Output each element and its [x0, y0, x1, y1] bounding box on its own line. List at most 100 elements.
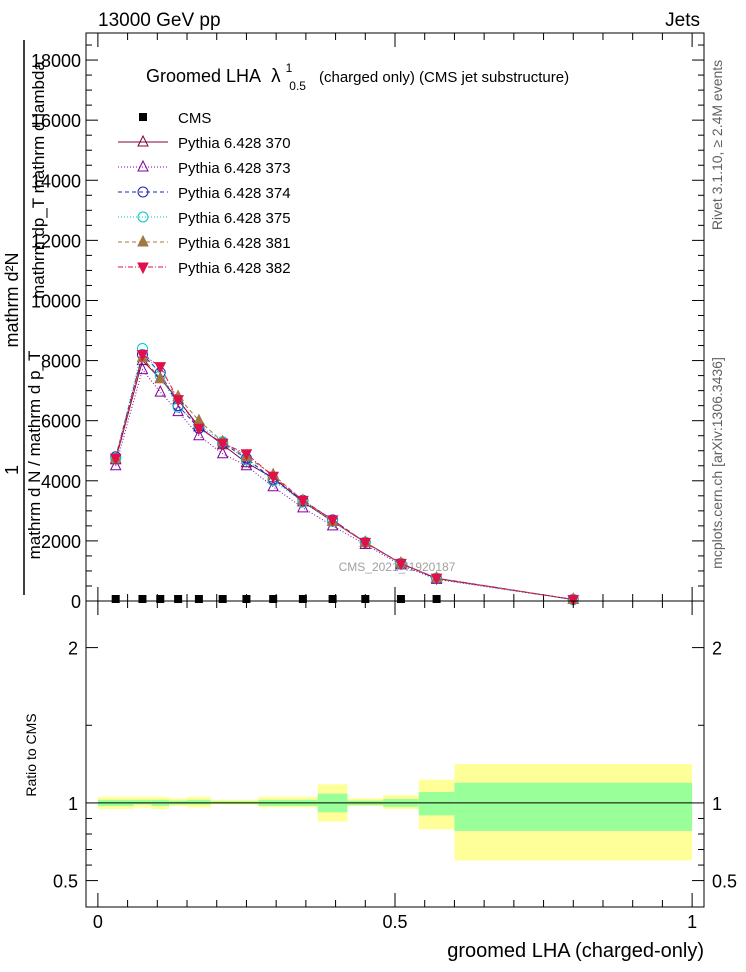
cms-data-point — [174, 595, 183, 603]
legend-item-p382: Pythia 6.428 382 — [118, 260, 291, 277]
mc-data-point — [395, 558, 407, 571]
x-tick-label: 1 — [687, 912, 697, 932]
series-cms — [111, 595, 441, 603]
legend-label: Pythia 6.428 382 — [178, 260, 291, 277]
mc-data-point — [359, 537, 372, 550]
legend-marker — [137, 211, 149, 223]
legend-label: Pythia 6.428 370 — [178, 135, 291, 152]
title-sub: 0.5 — [289, 79, 306, 93]
legend-label: Pythia 6.428 381 — [178, 235, 291, 252]
cms-data-point — [111, 595, 120, 603]
y-label-prefix: 1 — [2, 465, 22, 475]
series-line-p373 — [115, 368, 574, 600]
plot-title: Groomed LHA λ 1 0.5 (charged only) (CMS … — [146, 56, 569, 94]
ratio-axis-ticks — [86, 601, 704, 907]
y-tick-label: 4000 — [41, 472, 81, 492]
title-main: Groomed LHA — [146, 66, 261, 86]
header-left: 13000 GeV pp — [98, 10, 221, 31]
mc-data-point — [430, 573, 443, 586]
mc-data-point — [216, 446, 229, 459]
legend-marker — [137, 134, 149, 147]
rivet-label: Rivet 3.1.10, ≥ 2.4M events — [709, 60, 725, 230]
mc-data-point — [240, 455, 253, 468]
mc-data-point — [154, 371, 167, 384]
title-symbol: λ — [271, 66, 281, 87]
cms-data-point — [218, 595, 227, 603]
y-tick-label: 6000 — [41, 412, 81, 432]
cms-data-point — [138, 595, 147, 603]
mc-data-point — [193, 423, 205, 436]
legend-item-p370: Pythia 6.428 370 — [118, 134, 291, 152]
ratio-inner-band — [454, 782, 693, 831]
ratio-y-tick-label-right: 1 — [712, 794, 722, 814]
ratio-bands — [97, 764, 693, 861]
mc-data-point — [193, 428, 205, 441]
mc-data-point — [154, 385, 167, 397]
mc-data-point — [109, 458, 122, 471]
cms-data-point — [242, 595, 251, 603]
legend-label: Pythia 6.428 375 — [178, 210, 291, 227]
main-series-group — [109, 343, 580, 607]
mc-data-point — [297, 495, 309, 508]
mc-data-point — [240, 458, 253, 471]
mc-data-point — [267, 471, 279, 484]
ratio-plot-frame — [85, 600, 705, 908]
legend-item-p373: Pythia 6.428 373 — [118, 159, 291, 177]
mc-data-point — [567, 594, 580, 607]
y-tick-label: 10000 — [31, 291, 81, 311]
legend-item-p374: Pythia 6.428 374 — [118, 185, 291, 202]
legend-item-p381: Pythia 6.428 381 — [118, 234, 291, 252]
ratio-y-tick-label: 0.5 — [53, 872, 78, 892]
title-detail: (charged only) (CMS jet substructure) — [319, 69, 569, 86]
ratio-y-tick-label-right: 2 — [712, 639, 722, 659]
y-tick-label: 18000 — [31, 51, 81, 71]
ratio-y-tick-labels: 0.5 0.5 1 1 2 2 — [53, 639, 737, 892]
legend-label: Pythia 6.428 374 — [178, 185, 291, 202]
mc-data-point — [326, 515, 339, 527]
mc-data-point — [172, 395, 184, 407]
cms-data-point — [298, 595, 307, 603]
cms-data-point — [396, 595, 405, 603]
ratio-inner-band — [133, 799, 152, 805]
y-tick-label: 2000 — [41, 532, 81, 552]
x-tick-label: 0.5 — [382, 912, 407, 932]
y-tick-label: 12000 — [31, 231, 81, 251]
cms-data-point — [432, 595, 441, 603]
y-label-mid: mathrm dp_T mathrm d lambda — [29, 61, 48, 299]
series-p382 — [109, 350, 580, 607]
y-tick-label: 14000 — [31, 171, 81, 191]
y-label-outer: mathrm d N / mathrm d p_T — [25, 351, 44, 560]
header-right: Jets — [665, 10, 700, 31]
y-label-top: mathrm d²N — [2, 252, 22, 347]
ratio-inner-band — [187, 799, 211, 805]
mc-data-point — [216, 438, 229, 451]
legend-marker — [137, 234, 149, 247]
legend: CMS Pythia 6.428 370 Pythia 6.428 373 Pythi… — [118, 110, 291, 277]
legend-marker — [137, 186, 149, 198]
ratio-y-tick-label: 1 — [68, 794, 78, 814]
main-axis-ticks — [86, 33, 704, 602]
ratio-y-label: Ratio to CMS — [23, 713, 39, 796]
x-axis-label: groomed LHA (charged-only) — [447, 940, 704, 962]
mcplots-label: mcplots.cern.ch [arXiv:1306.3436] — [709, 357, 725, 569]
legend-label: Pythia 6.428 373 — [178, 160, 291, 177]
mc-data-point — [172, 404, 184, 417]
mc-data-point — [267, 479, 279, 492]
mc-data-point — [240, 449, 253, 461]
ratio-y-tick-label: 2 — [68, 639, 78, 659]
legend-marker — [137, 262, 149, 275]
mc-data-point — [136, 350, 149, 362]
main-y-tick-labels: 0 2000 4000 6000 8000 10000 12000 14000 16000 180… — [31, 51, 81, 612]
ratio-y-tick-label-right: 0.5 — [712, 872, 737, 892]
legend-item-cms: CMS — [139, 110, 211, 127]
legend-marker — [137, 159, 149, 172]
mc-data-point — [154, 362, 167, 374]
cms-data-point — [328, 595, 337, 603]
mc-data-point — [297, 500, 309, 513]
legend-marker — [139, 113, 147, 121]
mc-data-point — [109, 453, 122, 466]
legend-label: CMS — [178, 110, 211, 127]
x-tick-labels: 0 0.5 1 — [93, 912, 697, 932]
legend-item-p375: Pythia 6.428 375 — [118, 210, 291, 227]
